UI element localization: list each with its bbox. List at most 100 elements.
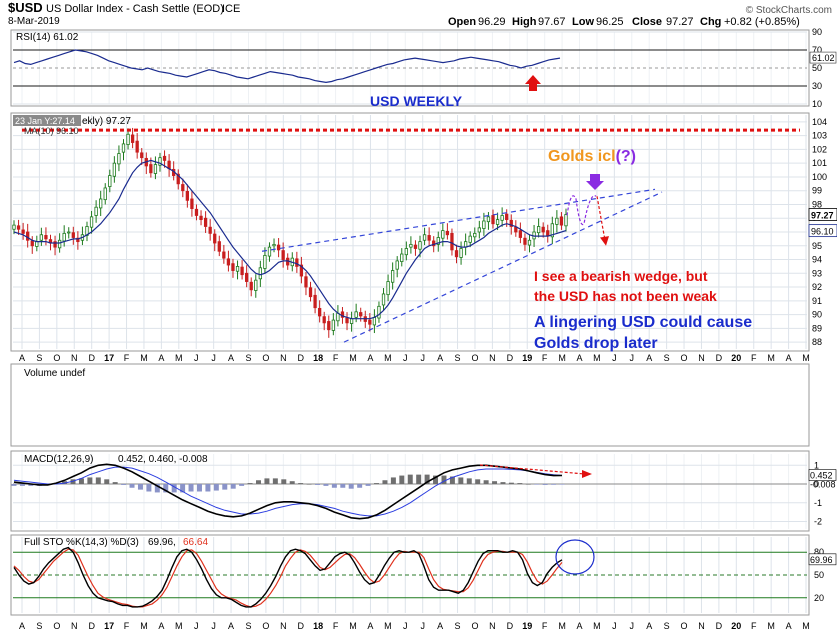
price-candle [295, 258, 299, 267]
price-x-tick-label: 19 [522, 353, 532, 363]
price-candle [331, 319, 335, 331]
price-candle [345, 317, 349, 324]
macd-histogram-bar [121, 484, 127, 485]
price-candle [231, 263, 235, 271]
macd-y-tick-label: 0 [814, 479, 819, 489]
price-candle [313, 294, 317, 309]
sto-x-tick-label: N [280, 621, 287, 631]
price-candle [518, 230, 523, 238]
price-candle [130, 134, 135, 143]
price-candle [226, 258, 231, 266]
macd-histogram-bar [407, 474, 413, 484]
sto-x-tick-label: A [437, 621, 443, 631]
price-candle [263, 254, 267, 269]
sto-x-tick-label: 17 [104, 621, 114, 631]
price-candle [121, 143, 126, 153]
macd-histogram-bar [542, 484, 548, 485]
price-candle [495, 219, 500, 225]
price-x-tick-label: M [767, 353, 775, 363]
price-candle [94, 206, 98, 216]
sto-x-tick-label: 19 [522, 621, 532, 631]
price-candle [468, 235, 472, 243]
price-candle [112, 162, 117, 177]
price-candle [391, 270, 395, 283]
golds-icl-text: Golds icl(?) [548, 148, 636, 165]
price-x-tick-label: M [802, 353, 810, 363]
volume-panel [10, 363, 810, 447]
macd-histogram-bar [382, 480, 388, 484]
price-candle [249, 281, 253, 291]
macd-histogram-bar [256, 480, 261, 484]
price-x-tick-label: J [612, 353, 617, 363]
rsi-y-tick-label: 70 [812, 45, 822, 55]
sto-y-tick-label: 80 [814, 547, 824, 557]
rsi-last-value-box [809, 51, 837, 64]
sto-x-tick-label: F [751, 621, 757, 631]
rsi-panel [10, 29, 810, 107]
sto-x-tick-label: M [593, 621, 601, 631]
price-candle [318, 307, 322, 317]
sto-panel [10, 534, 810, 616]
rsi-y-tick-label: 10 [812, 99, 822, 109]
macd-signal-line [13, 466, 563, 517]
macd-histogram-bar [205, 484, 211, 492]
price-candle [140, 152, 144, 159]
price-candle [245, 272, 249, 282]
price-x-tick-label: M [593, 353, 601, 363]
macd-histogram-bar [264, 478, 270, 484]
price-x-tick-label: F [751, 353, 757, 363]
open-label: Open [448, 16, 476, 28]
price-candle [454, 250, 459, 258]
macd-last-label: 0.452 [810, 471, 833, 481]
macd-histogram-bar [11, 484, 17, 486]
price-candle [509, 219, 513, 227]
sto-x-tick-label: O [262, 621, 269, 631]
macd-legend-prefix: MACD(12,26,9) [24, 454, 93, 465]
close-label: Close [632, 16, 662, 28]
price-candle [482, 220, 486, 229]
price-candle [299, 264, 304, 277]
macd-histogram-bar [441, 475, 447, 484]
price-candle [39, 234, 44, 241]
price-candle [126, 133, 130, 145]
price-candle [181, 184, 185, 192]
macd-line [13, 463, 563, 520]
price-candle [53, 241, 57, 248]
macd-histogram-bar [87, 477, 93, 484]
macd-histogram-bar [323, 484, 329, 486]
sto-x-tick-label: J [403, 621, 408, 631]
price-candle [500, 215, 504, 221]
down-projection-arrowhead [600, 236, 609, 246]
price-x-tick-label: 20 [731, 353, 741, 363]
macd-y-tick-label: -1 [814, 498, 822, 508]
price-x-tick-label: M [140, 353, 148, 363]
price-x-tick-label: D [507, 353, 514, 363]
sto-x-tick-label: N [71, 621, 78, 631]
low-value: 96.25 [596, 16, 624, 28]
price-candle [486, 216, 491, 223]
macd-histogram-bar [281, 479, 287, 484]
lingering-note-line2: Golds drop later [534, 335, 658, 352]
price-candle [222, 251, 226, 259]
price-x-tick-label: J [630, 353, 635, 363]
rsi-legend: RSI(14) 61.02 [16, 32, 79, 43]
sto-x-tick-label: D [716, 621, 723, 631]
ma-value-box [808, 224, 837, 238]
price-x-tick-label: O [471, 353, 478, 363]
macd-histogram-bar [559, 484, 565, 485]
price-candle [505, 213, 509, 221]
watermark: © StockCharts.com [746, 5, 832, 16]
bearish-note-line2: the USD has not been weak [534, 288, 717, 304]
price-candle [304, 276, 308, 288]
price-candle [135, 140, 139, 153]
macd-last-box [808, 469, 837, 481]
price-candle [281, 250, 285, 260]
price-x-tick-label: M [558, 353, 566, 363]
price-candle [162, 155, 167, 161]
price-x-tick-label: N [698, 353, 705, 363]
price-y-tick-label: 89 [812, 323, 822, 333]
golds-icl-question: (?) [616, 148, 636, 165]
sto-x-tick-label: A [158, 621, 164, 631]
sto-x-tick-label: S [664, 621, 670, 631]
price-candle [194, 208, 199, 216]
